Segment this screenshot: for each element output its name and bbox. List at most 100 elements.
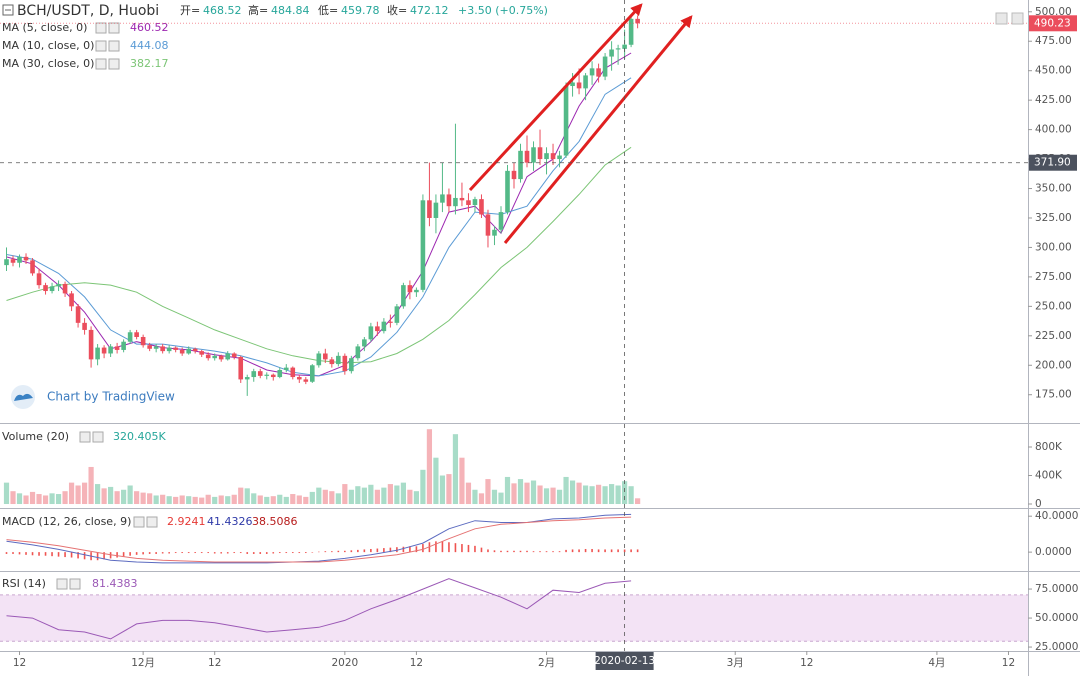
legend-button — [133, 516, 145, 528]
crosshair-price-box — [1029, 154, 1077, 171]
candle-body — [82, 322, 87, 330]
volume-bar — [49, 493, 55, 505]
crosshair-date-label: 2020-02-13 — [594, 655, 655, 667]
candle-body — [466, 200, 471, 206]
x-tick-label: 2月 — [538, 657, 555, 669]
volume-bar — [374, 489, 380, 505]
macd-histogram-bar — [480, 547, 483, 553]
volume-bar — [329, 491, 335, 505]
candle-body — [283, 367, 289, 370]
candle-body — [186, 348, 191, 354]
macd-histogram-bar — [129, 552, 131, 556]
volume-bar — [348, 489, 354, 505]
macd-histogram-bar — [467, 544, 470, 553]
y-tick-label: 800K — [1035, 441, 1063, 453]
macd-histogram-bar — [584, 548, 587, 553]
macd-histogram-bar — [259, 552, 262, 554]
collapse-icon[interactable] — [2, 4, 14, 16]
y-tick-label: 175.00 — [1035, 389, 1072, 401]
candle-body — [589, 68, 595, 76]
volume-bar — [199, 497, 205, 505]
candle-body — [609, 49, 614, 57]
volume-bar — [589, 486, 595, 505]
candle-body — [524, 150, 530, 163]
volume-bar — [94, 484, 101, 505]
trend-line[interactable] — [503, 15, 693, 244]
volume-bar — [394, 485, 400, 505]
candle-body — [537, 147, 543, 160]
candle-body — [4, 259, 9, 266]
x-tick-label: 12月 — [131, 657, 155, 669]
volume-bar — [355, 486, 361, 505]
macd-histogram-bar — [18, 552, 21, 555]
candle-body — [43, 285, 48, 292]
macd-histogram-bar — [57, 552, 60, 557]
legend-value: 382.17 — [130, 57, 169, 70]
y-tick-label: 40.0000 — [1035, 510, 1078, 522]
y-tick-label: 500.00 — [1035, 6, 1072, 18]
candle-body — [127, 332, 133, 342]
volume-bar — [179, 495, 185, 505]
y-tick-label: 75.0000 — [1035, 583, 1078, 595]
macd-histogram-bar — [636, 549, 639, 553]
volume-bar — [569, 480, 576, 505]
x-tick-label: 12 — [208, 657, 221, 669]
candle-body — [56, 283, 61, 287]
candle-body — [114, 346, 120, 350]
ohlc-label: 收= — [387, 3, 407, 17]
volume-bar — [257, 495, 263, 505]
rsi-line — [6, 578, 632, 640]
volume-bar — [36, 494, 42, 505]
macd-histogram-bar — [565, 549, 567, 553]
candle-body — [257, 371, 263, 376]
volume-bar — [550, 487, 556, 505]
candle-body — [160, 346, 165, 352]
macd-line — [6, 516, 632, 563]
volume-bar — [452, 434, 459, 505]
volume-bar — [192, 496, 198, 505]
pane-button[interactable] — [1011, 12, 1024, 25]
candle-body — [134, 332, 139, 337]
legend-label: MA (5, close, 0) — [2, 21, 87, 34]
trend-line[interactable] — [468, 3, 643, 192]
volume-bar — [108, 486, 114, 505]
macd-histogram-bar — [239, 552, 242, 554]
macd-histogram-bar — [344, 550, 346, 553]
candle-body — [576, 82, 582, 89]
volume-bar — [29, 491, 36, 505]
candle-body — [212, 355, 218, 359]
volume-bar — [576, 482, 582, 505]
volume-bar — [42, 495, 49, 505]
volume-bar — [10, 491, 16, 505]
candle-body — [563, 86, 569, 156]
symbol: BCH/USDT, D, Huobi — [17, 3, 159, 19]
legend-value: 41.4326 — [207, 515, 253, 528]
volume-bar — [530, 480, 537, 505]
y-tick-label: 300.00 — [1035, 241, 1072, 253]
candle-body — [238, 357, 244, 380]
volume-bar — [147, 493, 153, 505]
candle-body — [414, 289, 419, 293]
legend-value: 320.405K — [113, 430, 166, 443]
legend-value: 2.9241 — [167, 515, 206, 528]
macd-histogram-bar — [168, 552, 170, 554]
volume-bar — [387, 484, 393, 505]
macd-histogram-bar — [220, 552, 223, 554]
macd-histogram-bar — [487, 549, 489, 553]
candle-body — [459, 197, 465, 201]
macd-histogram-bar — [44, 552, 47, 556]
volume-bar — [498, 492, 504, 505]
macd-histogram-bar — [519, 550, 522, 553]
crosshair-price-label: 371.90 — [1034, 157, 1071, 169]
volume-bar — [563, 476, 569, 505]
candle-body — [401, 285, 406, 307]
pane-button[interactable] — [995, 12, 1008, 25]
volume-bar — [524, 482, 530, 505]
volume-bar — [426, 429, 433, 505]
candle-body — [173, 347, 178, 350]
candle-body — [615, 48, 621, 50]
legend-value: 444.08 — [130, 39, 169, 52]
candle-body — [218, 355, 224, 360]
pane-title: Volume (20) — [2, 430, 69, 443]
macd-histogram-bar — [539, 551, 541, 553]
